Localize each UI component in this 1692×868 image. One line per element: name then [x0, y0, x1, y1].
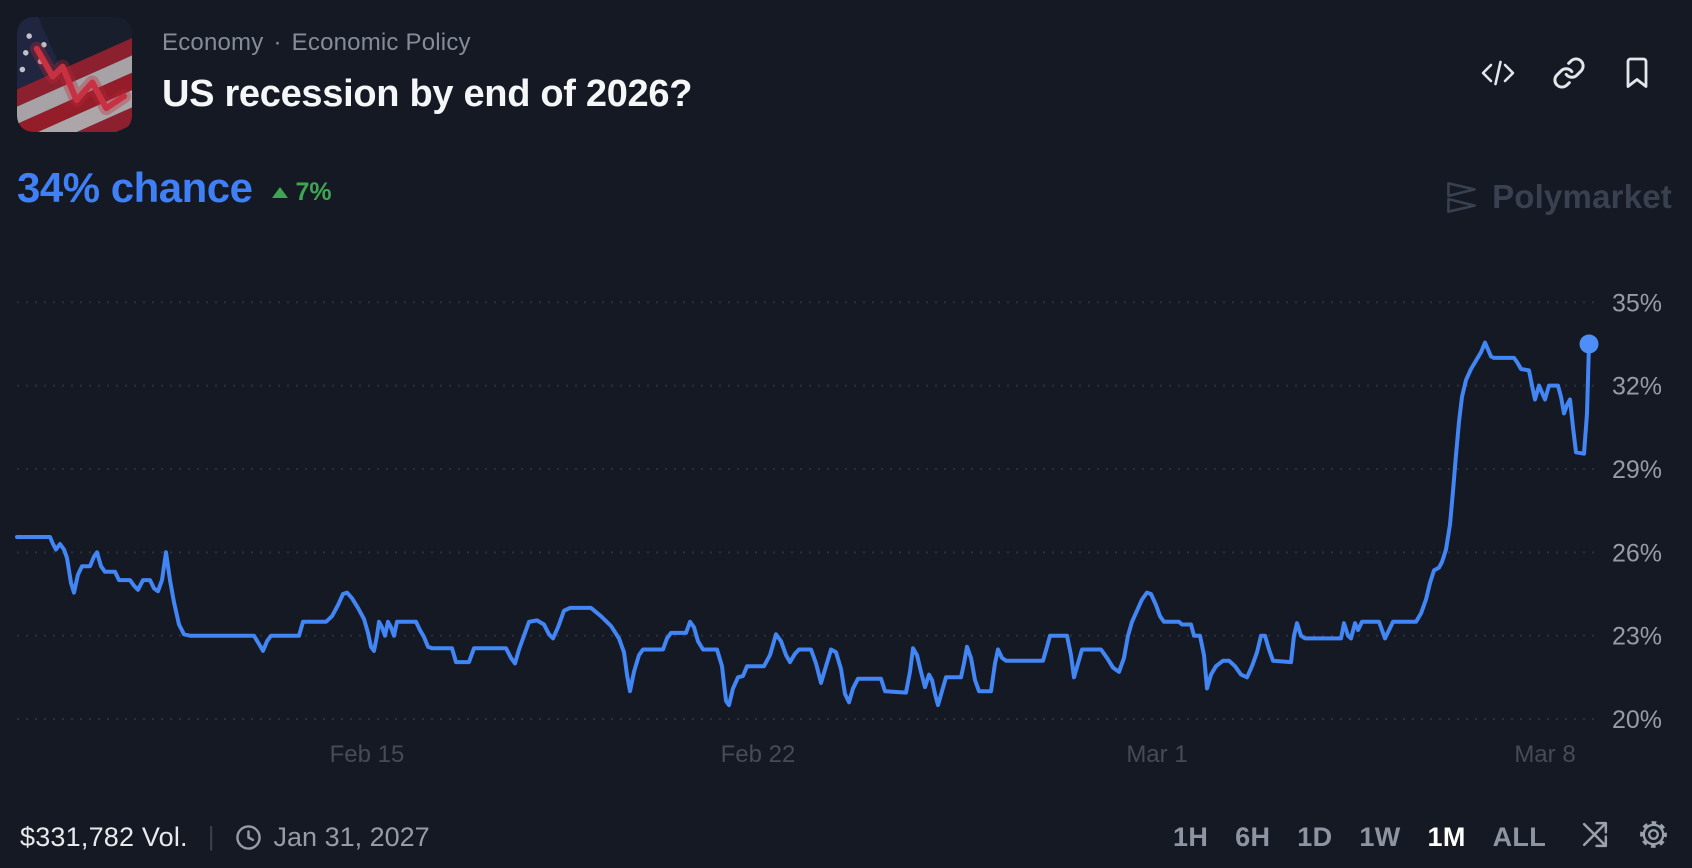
- polymarket-watermark: Polymarket: [1443, 178, 1672, 216]
- last-price-dot: [1579, 334, 1599, 354]
- bookmark-icon[interactable]: [1622, 56, 1652, 90]
- x-tick-label: Feb 15: [330, 741, 405, 768]
- up-triangle-icon: [272, 187, 289, 198]
- chance-value: 34% chance: [17, 164, 253, 211]
- polymarket-logo-icon: [1447, 181, 1476, 213]
- timeframe-1m[interactable]: 1M: [1427, 821, 1466, 852]
- breadcrumb-separator: ·: [273, 29, 282, 56]
- copy-link-icon[interactable]: [1552, 56, 1586, 90]
- market-header: Economy · Economic Policy US recession by …: [17, 17, 692, 132]
- embed-code-icon[interactable]: [1480, 56, 1516, 90]
- end-date: Jan 31, 2027: [235, 822, 430, 853]
- y-tick-label: 35%: [1612, 289, 1662, 317]
- market-avatar: [17, 17, 132, 132]
- breadcrumb-category[interactable]: Economy: [162, 29, 264, 56]
- y-tick-label: 26%: [1612, 539, 1662, 567]
- price-line: [15, 340, 1591, 708]
- chart-footer: $331,782 Vol. | Jan 31, 2027 1H 6H 1D 1W 1M A…: [20, 812, 1670, 862]
- timeframe-1d[interactable]: 1D: [1297, 821, 1333, 852]
- watermark-label: Polymarket: [1492, 178, 1672, 215]
- breadcrumb: Economy · Economic Policy: [162, 29, 692, 57]
- y-tick-label: 32%: [1612, 373, 1662, 401]
- expand-arrows-icon[interactable]: [1580, 819, 1611, 855]
- settings-gear-icon[interactable]: [1637, 818, 1670, 856]
- x-tick-label: Feb 22: [721, 741, 796, 768]
- timeframe-1w[interactable]: 1W: [1359, 821, 1401, 852]
- y-tick-label: 29%: [1612, 456, 1662, 484]
- x-tick-label: Mar 1: [1126, 741, 1187, 768]
- header-actions: [1480, 56, 1652, 90]
- timeframe-6h[interactable]: 6H: [1235, 821, 1271, 852]
- chance-row: 34% chance 7%: [17, 164, 332, 212]
- price-change: 7%: [272, 178, 332, 207]
- market-title: US recession by end of 2026?: [162, 73, 693, 115]
- end-date-label: Jan 31, 2027: [273, 821, 430, 852]
- volume-label: $331,782 Vol.: [20, 821, 188, 852]
- x-tick-label: Mar 8: [1514, 741, 1575, 768]
- timeframe-selector: 1H 6H 1D 1W 1M ALL: [1173, 822, 1546, 853]
- y-tick-label: 20%: [1612, 706, 1662, 734]
- price-change-value: 7%: [295, 178, 332, 206]
- timeframe-1h[interactable]: 1H: [1173, 821, 1209, 852]
- clock-icon: [235, 824, 261, 850]
- timeframe-all[interactable]: ALL: [1492, 821, 1546, 852]
- breadcrumb-subcategory[interactable]: Economic Policy: [291, 29, 471, 56]
- footer-divider: |: [207, 820, 215, 851]
- us-flag-chart-image: [17, 17, 132, 132]
- y-tick-label: 23%: [1612, 623, 1662, 651]
